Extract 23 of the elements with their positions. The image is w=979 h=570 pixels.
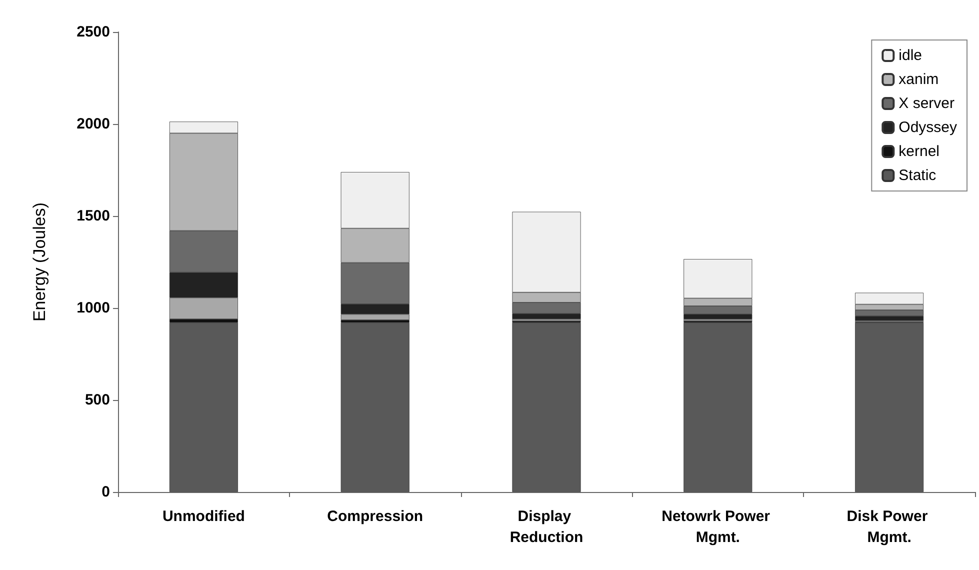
x-tick-label: Netowrk Power Mgmt.	[662, 508, 774, 546]
y-tick-label: 0	[102, 484, 110, 500]
legend-label: X server	[898, 95, 955, 112]
y-tick-label: 2000	[76, 116, 110, 132]
x-tick-label: Disk Power Mgmt.	[846, 508, 932, 546]
bar	[684, 322, 752, 492]
x-tick-label: Unmodified	[162, 508, 245, 525]
y-tick-label: 1000	[76, 300, 110, 316]
legend-label: idle	[898, 47, 922, 64]
legend-label: Odyssey	[898, 119, 958, 136]
y-tick-label: 1500	[76, 208, 110, 224]
x-tick-label: Display Reduction	[510, 508, 584, 546]
bar	[855, 322, 924, 492]
bar	[512, 322, 581, 492]
y-tick-label: 2500	[76, 24, 110, 40]
bar	[169, 322, 238, 492]
legend-label: Static	[898, 167, 937, 184]
x-tick-label: Compression	[327, 508, 424, 525]
legend-label: kernel	[898, 143, 940, 160]
legend-label: xanim	[898, 71, 939, 88]
bar	[340, 322, 410, 492]
y-tick-label: 500	[84, 392, 110, 408]
y-axis-title: Energy (Joules)	[30, 202, 49, 322]
